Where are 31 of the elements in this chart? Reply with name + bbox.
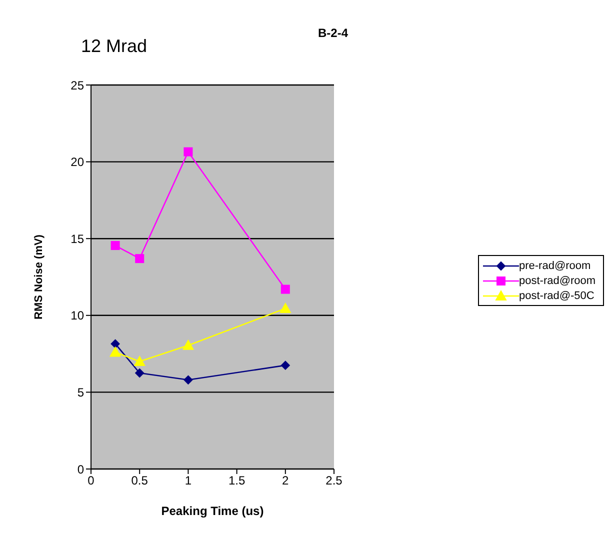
- legend-label: post-rad@-50C: [519, 290, 594, 302]
- point: [280, 302, 291, 313]
- point: [110, 346, 121, 357]
- y-tick-label: 20: [70, 155, 84, 170]
- x-tick-label: 0: [88, 474, 95, 488]
- x-axis-title: Peaking Time (us): [161, 504, 264, 518]
- point: [280, 360, 290, 370]
- point: [110, 339, 120, 348]
- x-tick-label: 1.5: [228, 474, 246, 488]
- point: [182, 340, 194, 350]
- y-tick-label: 5: [77, 385, 84, 400]
- x-tick-label: 0.5: [131, 474, 148, 488]
- x-tick-label: 2: [282, 474, 290, 488]
- y-tick-label: 25: [70, 78, 84, 92]
- x-tick-label: 2.5: [326, 474, 343, 488]
- point: [280, 284, 290, 294]
- point: [184, 147, 193, 156]
- legend-label: pre-rad@room: [519, 260, 591, 272]
- legend-label: post-rad@room: [519, 274, 596, 286]
- point: [135, 368, 144, 378]
- point: [135, 254, 144, 264]
- y-tick-label: 10: [70, 308, 84, 323]
- chart-title: B-2-4: [318, 26, 348, 40]
- y-tick-label: 0: [77, 462, 84, 476]
- text: 12 Mrad: [81, 36, 148, 57]
- y-axis-title: RMS Noise (mV): [32, 234, 45, 320]
- point: [110, 241, 120, 250]
- x-tick-label: 1: [184, 474, 192, 488]
- y-tick-label: 15: [70, 232, 84, 246]
- point: [134, 356, 146, 366]
- point: [184, 375, 193, 384]
